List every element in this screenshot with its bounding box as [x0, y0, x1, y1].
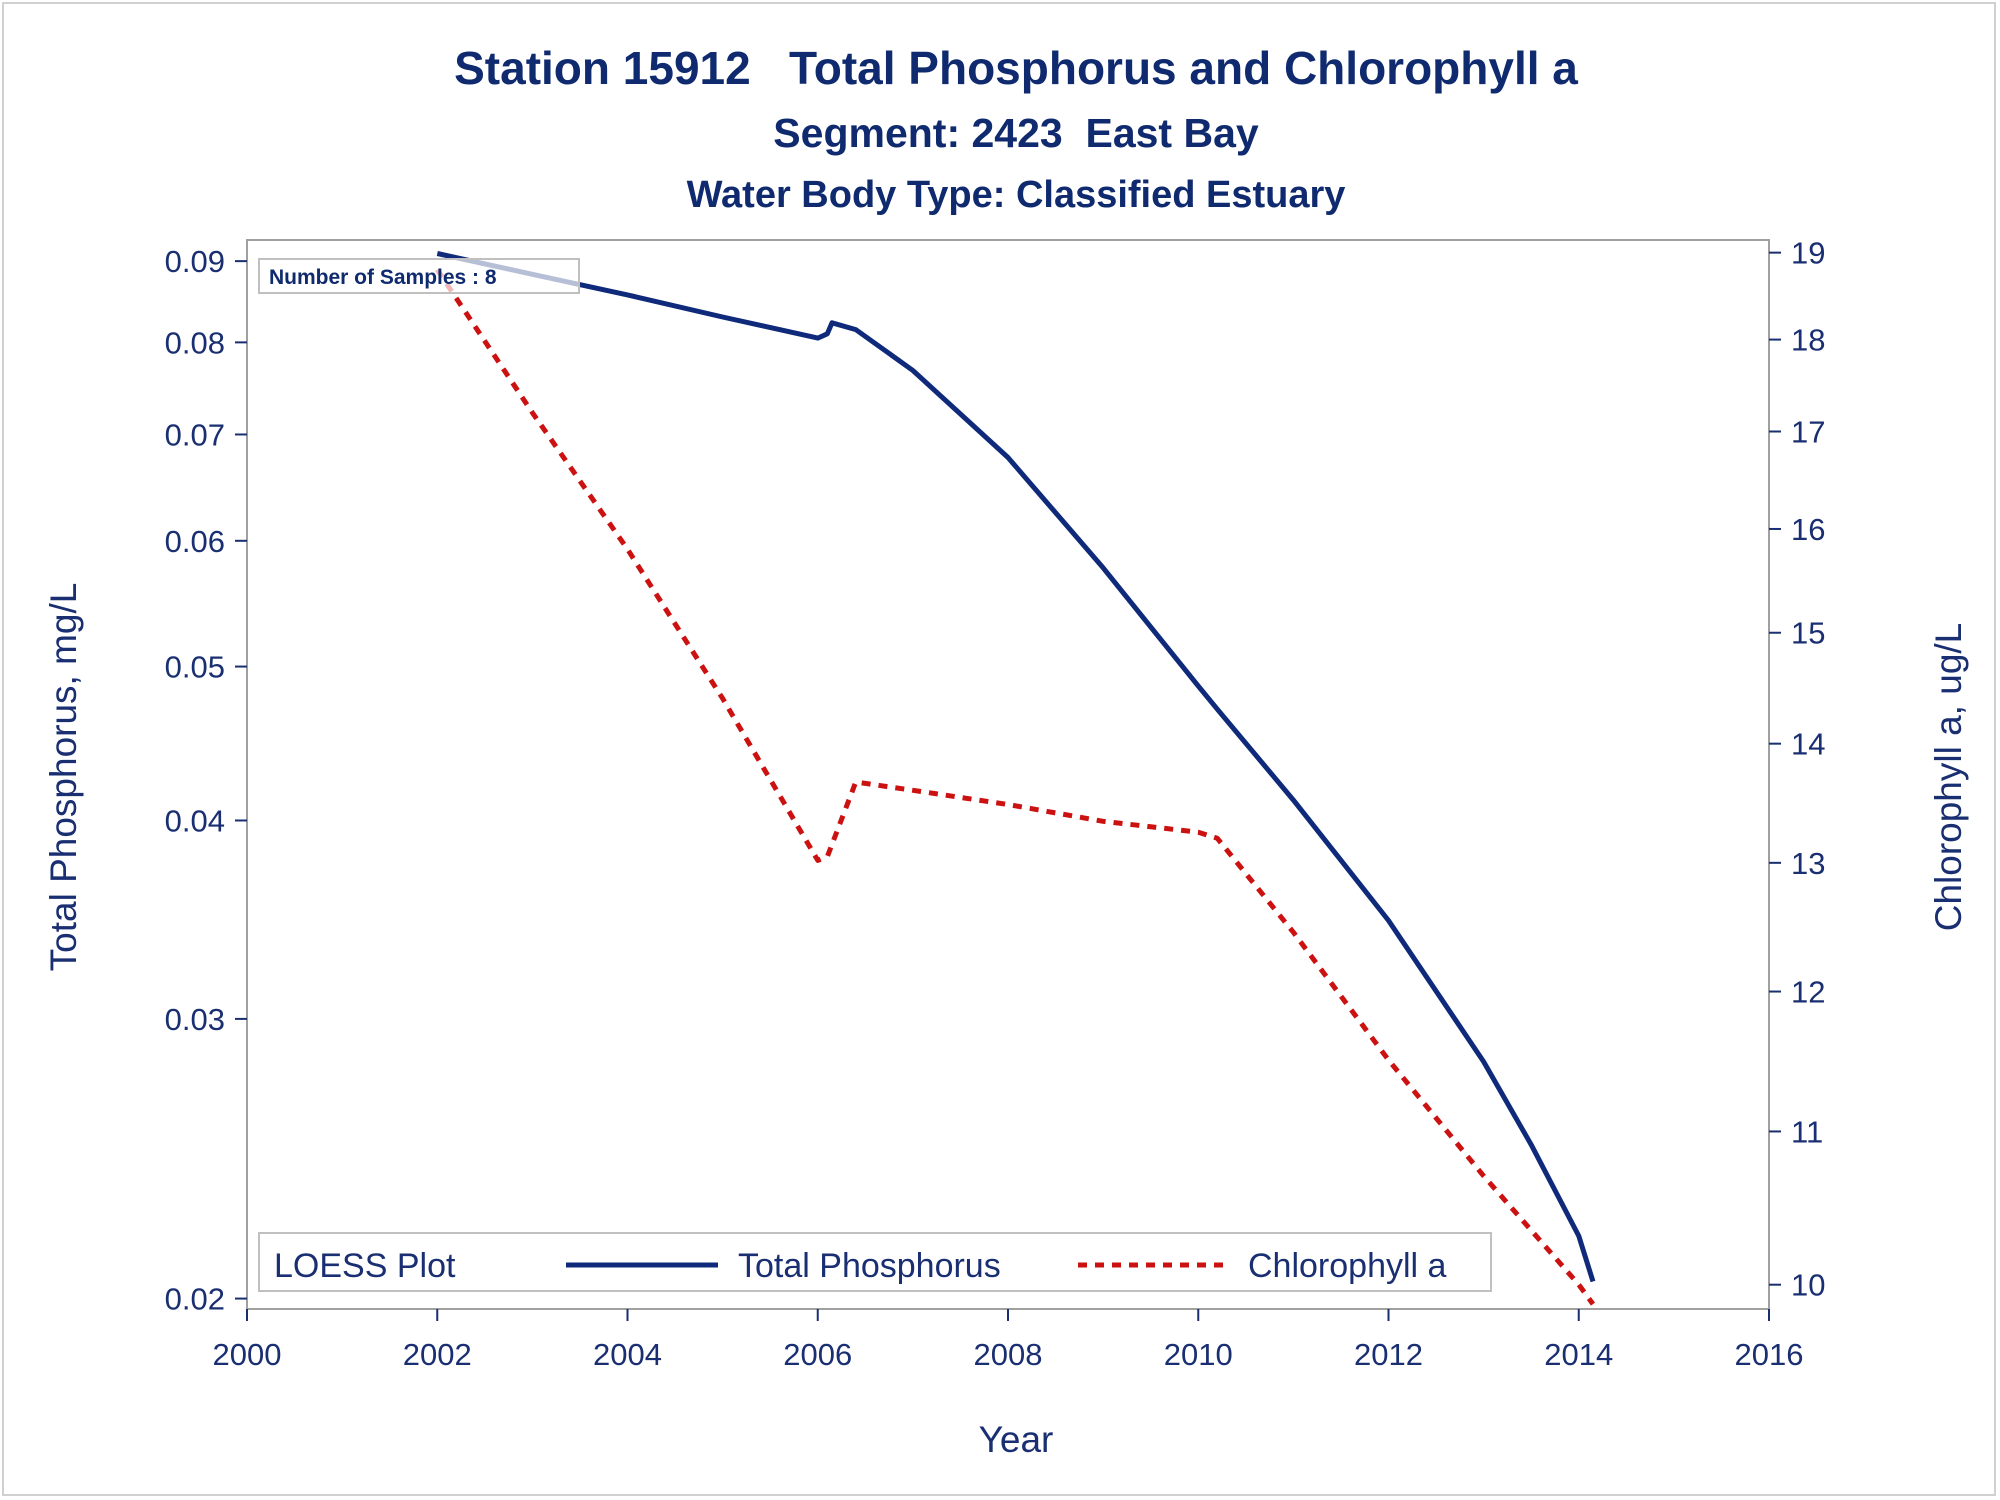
x-axis: 2000 2002 2004 2006 2008 2010 2012 2014 2016: [213, 1309, 1804, 1372]
x-tick-label: 2002: [403, 1337, 472, 1372]
left-y-tick-label: 0.02: [165, 1282, 225, 1317]
x-tick-label: 2014: [1544, 1337, 1613, 1372]
left-y-tick-label: 0.07: [165, 417, 225, 452]
left-y-tick-label: 0.06: [165, 524, 225, 559]
plot-area: [246, 239, 1770, 1310]
left-y-tick-label: 0.09: [165, 244, 225, 279]
sample-count-frame: [258, 258, 580, 294]
x-tick-label: 2004: [593, 1337, 662, 1372]
chlorophyll-series-line: [435, 268, 1596, 1306]
phosphorus-series-line: [436, 251, 1596, 1283]
x-tick-label: 2010: [1164, 1337, 1233, 1372]
right-y-tick-label: 12: [1791, 975, 1825, 1010]
right-y-axis-label: Chlorophyll a, ug/L: [1928, 623, 1969, 932]
right-y-tick-label: 10: [1791, 1268, 1825, 1303]
legend-frame: [258, 1232, 1492, 1292]
x-tick-label: 2000: [213, 1337, 282, 1372]
right-y-tick-label: 17: [1791, 414, 1825, 449]
series-layer: [435, 251, 1596, 1306]
x-tick-label: 2016: [1735, 1337, 1804, 1372]
left-y-tick-label: 0.04: [165, 803, 225, 838]
legend-item-phosphorus: Total Phosphorus: [738, 1247, 1001, 1285]
right-y-tick-label: 19: [1791, 236, 1825, 271]
sample-count-box: Number of Samples : 8: [258, 258, 580, 294]
x-tick-label: 2006: [783, 1337, 852, 1372]
left-y-tick-label: 0.08: [165, 325, 225, 360]
left-y-axis: 0.02 0.03 0.04 0.05 0.06 0.07 0.08 0.09: [165, 244, 247, 1317]
right-y-tick-label: 18: [1791, 323, 1825, 358]
right-y-tick-label: 15: [1791, 616, 1825, 651]
chart-title: Station 15912 Total Phosphorus and Chlor…: [454, 42, 1578, 94]
chart-subtitle-water-body: Water Body Type: Classified Estuary: [687, 174, 1346, 216]
sample-count-label: Number of Samples : 8: [269, 266, 497, 289]
right-y-axis: 10 11 12 13 14 15 16 17 18 19: [1769, 236, 1825, 1303]
x-axis-label: Year: [979, 1419, 1054, 1460]
right-y-tick-label: 11: [1791, 1114, 1823, 1149]
right-y-tick-label: 16: [1791, 512, 1825, 547]
left-y-tick-label: 0.05: [165, 650, 225, 685]
legend: LOESS Plot Total Phosphorus Chlorophyll …: [258, 1232, 1492, 1292]
x-tick-label: 2012: [1354, 1337, 1423, 1372]
x-tick-label: 2008: [974, 1337, 1043, 1372]
right-y-tick-label: 14: [1791, 727, 1825, 762]
left-y-tick-label: 0.03: [165, 1002, 225, 1037]
left-y-axis-label: Total Phosphorus, mg/L: [43, 583, 84, 972]
legend-title: LOESS Plot: [274, 1247, 456, 1285]
right-y-tick-label: 13: [1791, 846, 1825, 881]
legend-item-chlorophyll: Chlorophyll a: [1248, 1247, 1447, 1285]
chart-subtitle-segment: Segment: 2423 East Bay: [773, 110, 1259, 156]
